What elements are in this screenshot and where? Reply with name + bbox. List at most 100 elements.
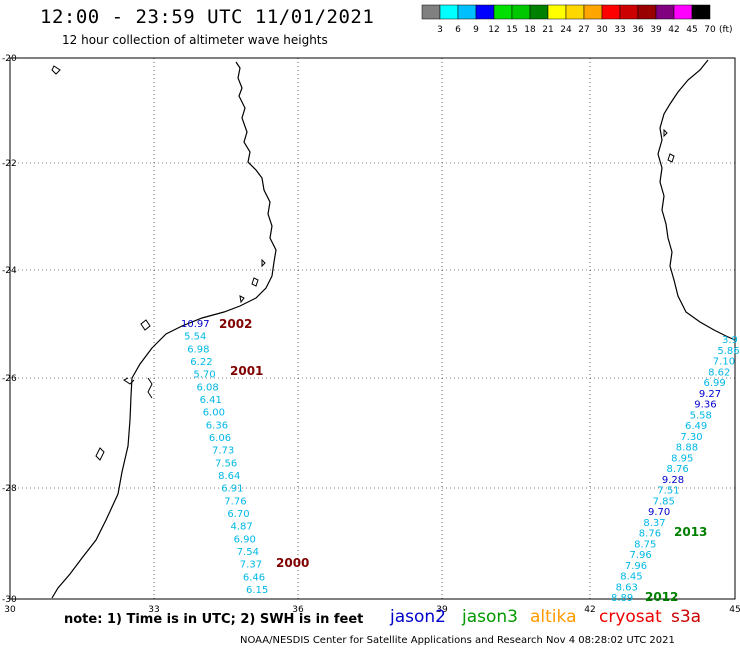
satellite-cryosat: cryosat (599, 607, 662, 627)
credit-line: NOAA/NESDIS Center for Satellite Applica… (240, 635, 675, 646)
swh-value: 7.37 (240, 560, 262, 571)
swh-value: 6.49 (685, 421, 707, 432)
map-subtitle: 12 hour collection of altimeter wave hei… (62, 33, 328, 47)
legend-label: 6 (455, 25, 461, 35)
lat-tick-label: -26 (2, 374, 17, 384)
legend-label: 33 (614, 25, 625, 35)
lat-tick-label: -28 (2, 484, 17, 494)
swh-value: 7.56 (215, 458, 237, 469)
swh-value: 7.10 (713, 357, 735, 368)
legend-label: 27 (578, 25, 589, 35)
swh-value: 6.41 (200, 395, 222, 406)
satellite-jason2: jason2 (390, 607, 446, 627)
swh-value: 5.86 (717, 346, 739, 357)
swh-value: 8.95 (671, 453, 693, 464)
west-altimeter-track: 10.97 5.546.98 6.22 5.706.08 6.41 6.006.36 6.0… (181, 319, 268, 596)
swh-value: 8.45 (620, 572, 642, 583)
swh-value: 6.22 (190, 357, 212, 368)
legend-label: 45 (686, 25, 697, 35)
legend-label: 24 (560, 25, 572, 35)
lon-tick-label: 45 (729, 605, 740, 615)
lon-tick-label: 42 (584, 605, 595, 615)
swh-value: 5.54 (184, 332, 206, 343)
map-title: 12:00 - 23:59 UTC 11/01/2021 (40, 6, 375, 28)
swh-value: 6.15 (246, 585, 268, 596)
swh-value: 8.37 (643, 518, 665, 529)
lat-tick-label: -30 (2, 595, 17, 605)
swh-value: 8.89 (611, 593, 633, 604)
time-label-2001: 2001 (230, 364, 263, 378)
legend-label: 70 (704, 25, 716, 35)
swh-value: 8.63 (616, 582, 638, 593)
time-label-2000: 2000 (276, 556, 309, 570)
swh-value: 6.06 (209, 433, 231, 444)
legend-label: 9 (473, 25, 479, 35)
legend-label: 30 (596, 25, 608, 35)
swh-value: 7.76 (224, 496, 246, 507)
swh-value: 9.28 (662, 475, 684, 486)
legend-unit: (ft) (719, 25, 733, 35)
time-label-2002: 2002 (219, 317, 252, 331)
lon-tick-label: 30 (4, 605, 16, 615)
swh-value: 5.70 (193, 370, 215, 381)
west-coastline (51, 61, 277, 599)
swh-value: 6.99 (704, 378, 726, 389)
swh-value: 6.36 (206, 420, 228, 431)
swh-value: 8.76 (639, 529, 661, 540)
time-label-2012: 2012 (645, 590, 678, 604)
swh-value: 7.85 (653, 496, 675, 507)
map-gridlines (10, 58, 735, 599)
swh-value: 6.00 (203, 408, 225, 419)
swh-value: 9.70 (648, 507, 670, 518)
swh-value: 6.08 (197, 382, 219, 393)
east-coastline (657, 59, 736, 341)
lat-tick-label: -22 (2, 159, 17, 169)
units-note: note: 1) Time is in UTC; 2) SWH is in fe… (64, 612, 364, 627)
satellite-altika: altika (530, 607, 577, 627)
swh-value: 7.30 (680, 432, 702, 443)
swh-value: 7.96 (625, 561, 647, 572)
swh-value: 8.75 (634, 539, 656, 550)
swh-value: 9.36 (694, 400, 716, 411)
satellite-jason3: jason3 (462, 607, 518, 627)
legend-label: 18 (524, 25, 536, 35)
wave-height-color-legend: 3 6 9 12 15 18 21 24 27 30 33 36 39 42 45 70 (ft) (421, 4, 733, 35)
swh-value: 8.76 (667, 464, 689, 475)
legend-label: 21 (542, 25, 553, 35)
swh-value: 8.64 (218, 471, 240, 482)
legend-label: 39 (650, 25, 662, 35)
map-frame (9, 57, 736, 600)
swh-value: 6.91 (221, 484, 243, 495)
swh-value: 10.97 (181, 319, 210, 330)
swh-value: 8.88 (676, 443, 698, 454)
legend-label: 12 (488, 25, 499, 35)
swh-value: 6.98 (187, 344, 209, 355)
east-altimeter-track: 3.95.867.108.626.999.279.365.586.497.308… (611, 335, 740, 604)
swh-value: 7.73 (212, 446, 234, 457)
swh-value: 5.58 (690, 410, 712, 421)
lat-tick-label: -24 (2, 266, 17, 276)
swh-value: 7.51 (657, 486, 679, 497)
lon-tick-label: 33 (148, 605, 159, 615)
lat-tick-label: -20 (2, 54, 17, 64)
east-coast-island-detail (663, 128, 675, 163)
legend-label: 36 (632, 25, 644, 35)
legend-label: 42 (668, 25, 679, 35)
lon-tick-label: 39 (436, 605, 448, 615)
legend-label: 3 (437, 25, 443, 35)
swh-value: 7.54 (237, 547, 259, 558)
swh-value: 6.70 (227, 509, 249, 520)
swh-value: 9.27 (699, 389, 721, 400)
swh-value: 4.87 (231, 522, 253, 533)
swh-value: 3.9 (722, 335, 738, 346)
legend-label: 15 (506, 25, 517, 35)
time-label-2013: 2013 (674, 525, 707, 539)
swh-value: 8.62 (708, 367, 730, 378)
swh-value: 6.46 (243, 572, 265, 583)
swh-value: 6.90 (234, 534, 256, 545)
swh-value: 7.96 (630, 550, 652, 561)
west-coast-bay-detail (51, 65, 266, 461)
satellite-s3a: s3a (671, 607, 702, 627)
